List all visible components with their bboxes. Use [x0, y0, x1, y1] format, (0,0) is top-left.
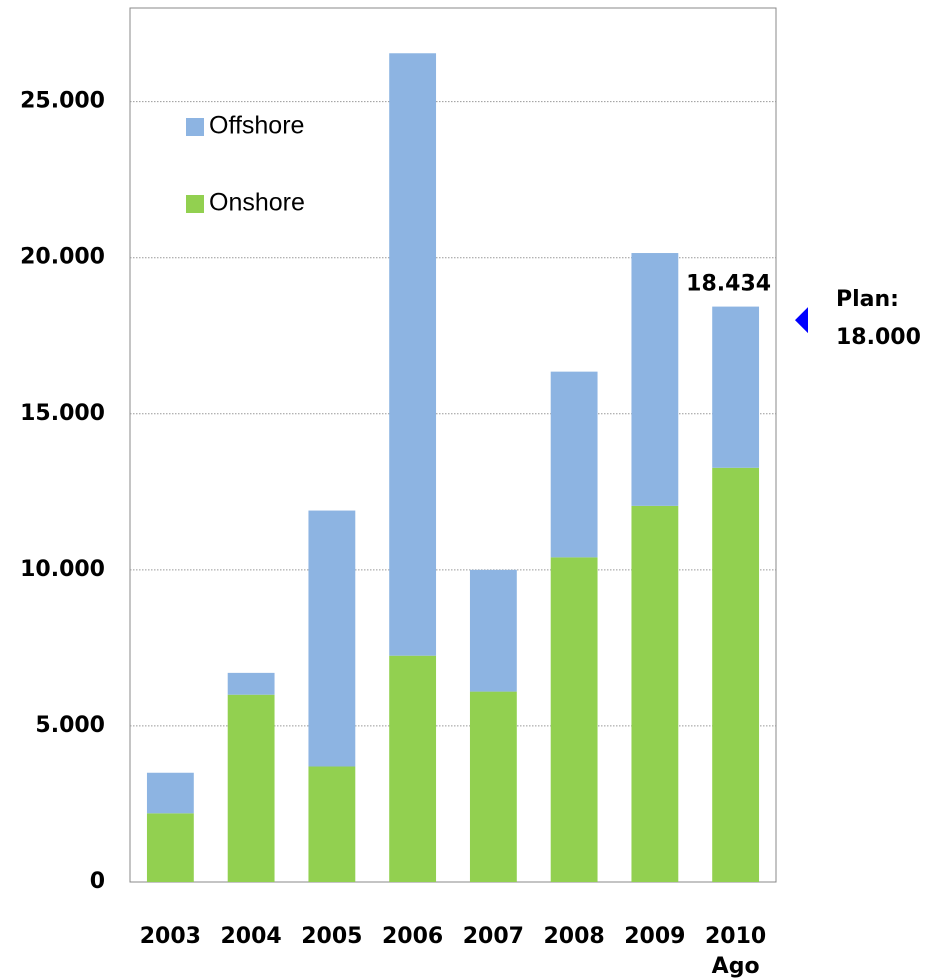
bar-segment: [227, 672, 275, 695]
bar-segment: [712, 306, 760, 468]
x-tick-label: 2010: [705, 924, 766, 949]
y-tick-label: 5.000: [35, 713, 105, 738]
y-tick-label: 10.000: [20, 557, 105, 582]
bar-segment: [146, 772, 194, 814]
x-tick-label: 2003: [140, 924, 201, 949]
plan-marker: [795, 307, 808, 334]
bar-segment: [550, 371, 598, 558]
x-tick-label: 2005: [301, 924, 362, 949]
x-tick-label: 2008: [544, 924, 605, 949]
y-tick-label: 25.000: [20, 89, 105, 114]
x-tick-label: 2004: [221, 924, 282, 949]
total-label: 18.434: [686, 272, 771, 297]
y-tick-label: 0: [90, 869, 105, 894]
bar-segment: [712, 467, 760, 882]
x-tick-label: 2007: [463, 924, 524, 949]
plan-label: 18.000: [836, 325, 921, 350]
bar-segment: [631, 253, 679, 506]
y-tick-label: 15.000: [20, 401, 105, 426]
legend-label: Onshore: [209, 189, 305, 217]
legend-swatch: [186, 118, 204, 136]
x-tick-label: 2009: [624, 924, 685, 949]
bar-segment: [227, 694, 275, 882]
legend-label: Offshore: [209, 112, 304, 140]
legend-swatch: [186, 195, 204, 213]
plan-label: Plan:: [836, 287, 899, 312]
bar-segment: [389, 53, 437, 656]
bar-segment: [631, 505, 679, 882]
bar-segment: [308, 510, 356, 767]
bar-segment: [389, 655, 437, 882]
bar-segment: [469, 569, 517, 692]
x-tick-label: 2006: [382, 924, 443, 949]
bar-segment: [469, 691, 517, 882]
bar-segment: [146, 813, 194, 882]
y-tick-label: 20.000: [20, 245, 105, 270]
bar-segment: [550, 557, 598, 882]
x-tick-sublabel: Ago: [712, 954, 760, 979]
bar-segment: [308, 766, 356, 882]
